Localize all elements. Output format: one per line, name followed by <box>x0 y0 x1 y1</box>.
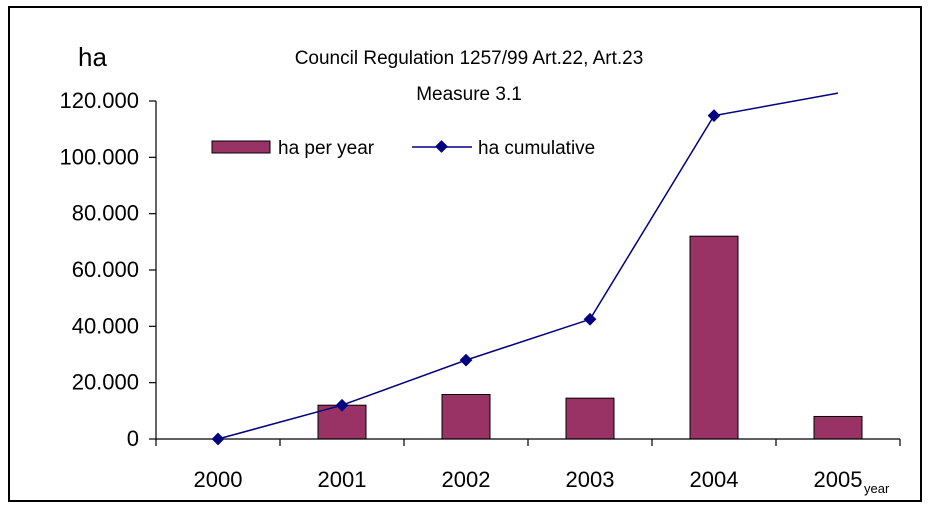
legend-label-bar: ha per year <box>278 138 375 159</box>
tick-labels: 0 20.000 40.000 60.000 80.000 100.000 120.000 2… <box>59 88 889 496</box>
bar-2005 <box>813 415 863 440</box>
x-tick-label: 2005 <box>814 467 863 492</box>
axes <box>149 100 901 446</box>
bar-2003 <box>565 397 615 440</box>
bar-2004 <box>689 235 739 440</box>
y-tick-label: 20.000 <box>72 370 139 395</box>
point-2004 <box>707 109 721 123</box>
y-tick-label: 120.000 <box>59 88 139 113</box>
y-tick-label: 80.000 <box>72 201 139 226</box>
bar-2002 <box>441 393 491 440</box>
x-tick-label: 2002 <box>442 467 491 492</box>
chart-title: Council Regulation 1257/99 Art.22, Art.2… <box>295 48 644 69</box>
legend-label-line: ha cumulative <box>478 138 595 159</box>
chart-subtitle: Measure 3.1 <box>416 84 522 105</box>
point-2002 <box>459 353 473 367</box>
legend-swatch-bar <box>211 140 271 154</box>
legend: ha per year ha cumulative <box>211 138 595 159</box>
x-tick-label: 2004 <box>690 467 739 492</box>
cumulative-line <box>217 92 839 440</box>
y-tick-label: 100.000 <box>59 144 139 169</box>
x-axis-label: year <box>864 481 890 496</box>
bar-series <box>317 235 863 440</box>
x-tick-label: 2003 <box>566 467 615 492</box>
x-tick-label: 2001 <box>318 467 367 492</box>
x-tick-label: 2000 <box>194 467 243 492</box>
y-tick-label: 60.000 <box>72 257 139 282</box>
y-tick-label: 0 <box>127 426 139 451</box>
y-axis-label: ha <box>78 42 107 72</box>
point-2003 <box>583 312 597 326</box>
y-tick-label: 40.000 <box>72 313 139 338</box>
point-2001 <box>335 398 349 412</box>
legend-marker <box>435 140 448 153</box>
point-2000 <box>211 432 225 446</box>
